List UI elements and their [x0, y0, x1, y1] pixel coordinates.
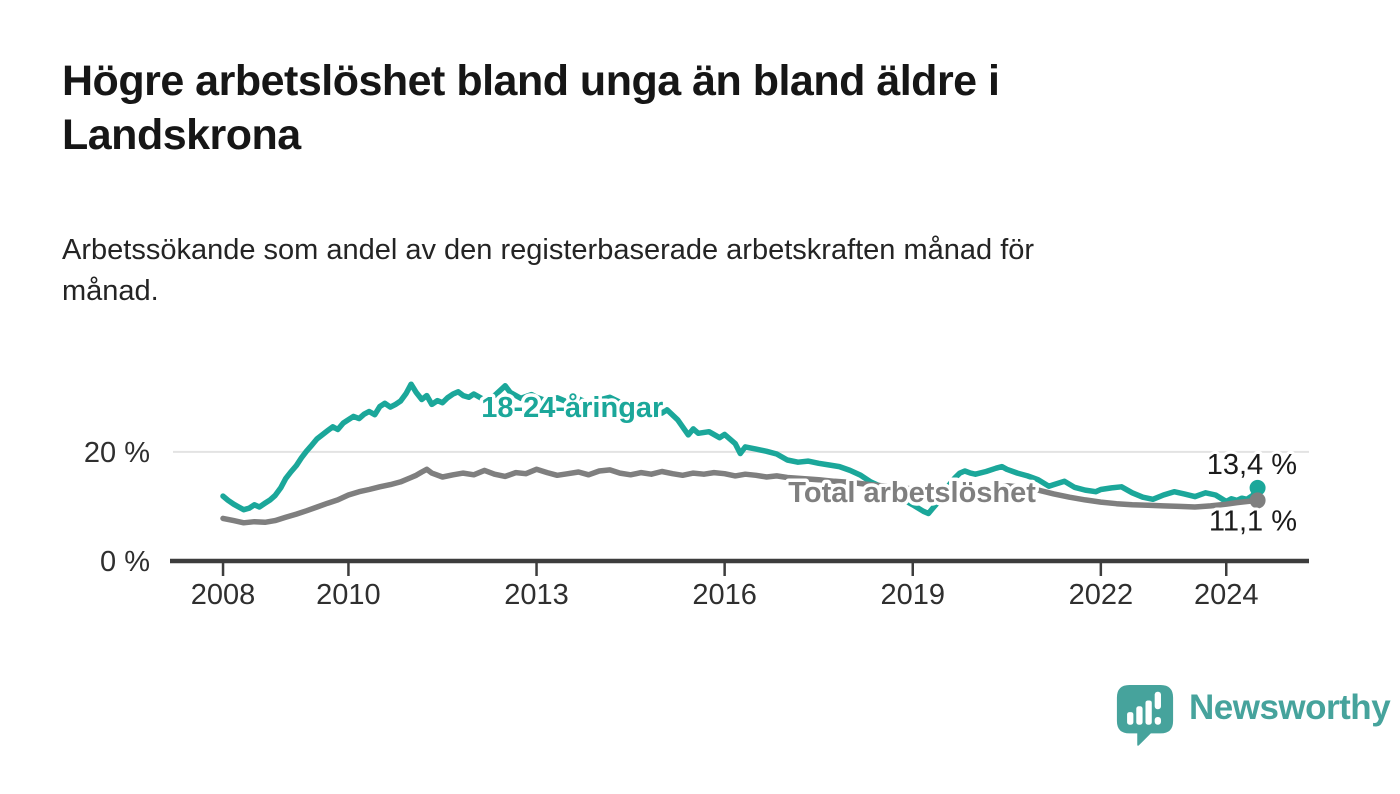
series-line-youth: [220, 381, 1261, 517]
page-title-line-1: Högre arbetslöshet bland unga än bland ä…: [62, 57, 1000, 105]
series-end-dot-total: [1249, 492, 1266, 509]
x-tick-label-2013: 2013: [504, 579, 569, 611]
chart-subtitle-line-1: Arbetssökande som andel av den registerb…: [62, 234, 1035, 266]
value-label-youth: 13,4 %: [1207, 449, 1297, 481]
series-end-dot-youth: [1249, 479, 1266, 496]
series-line-total: [220, 466, 1261, 526]
y-tick-label-0: 0 %: [100, 546, 150, 578]
page-title-line-2: Landskrona: [62, 111, 301, 159]
newsworthy-speech-bubble-bar-chart-icon: [1116, 684, 1174, 746]
page-title: Högre arbetslöshet bland unga än bland ä…: [62, 54, 1262, 162]
chart-subtitle-line-2: månad.: [62, 275, 159, 307]
newsworthy-logo-text: Newsworthy: [1189, 688, 1391, 727]
value-label-total: 11,1 %: [1209, 505, 1297, 537]
x-tick-label-2024: 2024: [1194, 579, 1259, 611]
newsworthy-logo: Newsworthy: [1114, 682, 1391, 748]
x-tick-label-2010: 2010: [316, 579, 381, 611]
x-tick-label-2008: 2008: [191, 579, 256, 611]
x-tick-label-2016: 2016: [692, 579, 757, 611]
series-label-total: Total arbetslöshet: [788, 477, 1036, 509]
x-tick-label-2022: 2022: [1069, 579, 1134, 611]
chart-subtitle: Arbetssökande som andel av den registerb…: [62, 230, 1262, 312]
x-tick-label-2019: 2019: [880, 579, 945, 611]
y-tick-label-20: 20 %: [84, 437, 150, 469]
series-label-youth: 18-24-åringar: [481, 392, 663, 424]
